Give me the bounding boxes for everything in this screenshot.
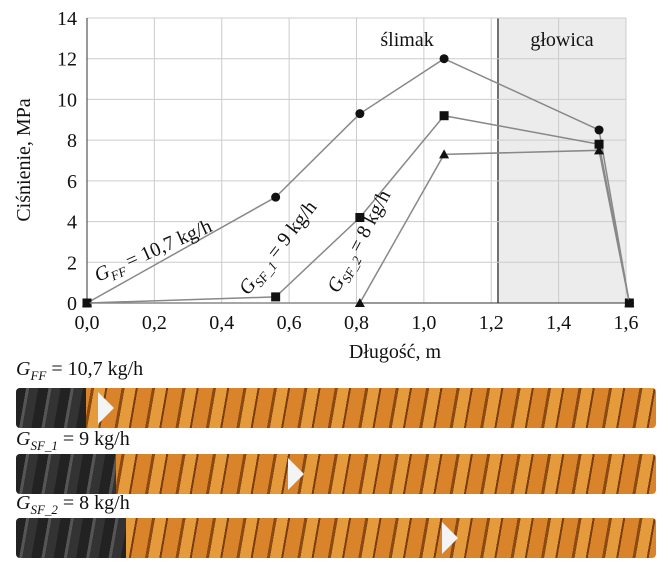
caption-subscript: SF_2 [30, 502, 58, 517]
region-label: ślimak [380, 29, 433, 51]
series-subscript: SF_1 [251, 259, 280, 290]
marker [624, 298, 635, 307]
marker [439, 111, 449, 121]
caption-text: = 9 kg/h [62, 428, 130, 450]
marker [82, 298, 92, 307]
caption-symbol: G [16, 492, 31, 514]
y-tick-label: 6 [67, 171, 77, 193]
marker [439, 149, 450, 159]
photo [16, 454, 656, 494]
marker [355, 109, 365, 119]
caption-symbol: G [16, 428, 31, 450]
y-tick-label: 8 [67, 130, 77, 152]
series-subscript: FF [107, 263, 129, 284]
x-tick-label: 0,2 [142, 312, 167, 334]
series-name: = 10,7 kg/h [122, 215, 215, 272]
marker [594, 125, 604, 135]
y-tick-label: 4 [67, 212, 77, 234]
y-tick-label: 2 [67, 252, 77, 274]
marker [354, 298, 365, 307]
y-tick-label: 10 [57, 89, 77, 111]
y-tick-label: 0 [67, 293, 77, 315]
chart: Długość, m Ciśnienie, MPa 0 2 4 6 8 10 12 14 0,0… [13, 8, 639, 363]
marker [355, 213, 365, 222]
marker [271, 192, 281, 202]
x-tick-label: 0,8 [344, 312, 369, 334]
marker [594, 145, 605, 155]
series-line [86, 57, 631, 304]
series-label: GFF= 10,7 kg/h [91, 215, 216, 289]
x-tick-label: 1,0 [411, 312, 436, 334]
x-tick-label: 1,4 [546, 312, 571, 334]
caption-subscript: FF [30, 368, 47, 383]
caption-text: = 10,7 kg/h [51, 358, 144, 380]
x-axis-label: Długość, m [349, 341, 442, 363]
marker [439, 54, 449, 64]
shaded-region [497, 18, 626, 303]
x-tick-label: 0,4 [209, 312, 234, 334]
series-line [86, 114, 631, 304]
photo-caption: GSF_2 = 8 kg/h [16, 492, 130, 518]
caption-text: = 8 kg/h [62, 492, 130, 514]
x-tick-label: 0,6 [277, 312, 302, 334]
marker [271, 292, 281, 302]
caption-symbol: G [16, 358, 31, 380]
photo-caption: GFF = 10,7 kg/h [16, 358, 143, 384]
x-tick-label: 1,2 [479, 312, 504, 334]
y-axis-label: Ciśnienie, MPa [13, 98, 35, 221]
photo [16, 388, 656, 428]
series-name: = 9 kg/h [263, 197, 321, 263]
y-tick-label: 14 [57, 8, 77, 30]
series-subscript: SF_2 [339, 253, 365, 285]
region-label: głowica [530, 29, 593, 51]
y-tick-label: 12 [57, 49, 77, 71]
marker [594, 139, 604, 149]
caption-subscript: SF_1 [30, 438, 58, 453]
x-tick-label: 0,0 [75, 312, 100, 334]
photo-caption: GSF_1 = 9 kg/h [16, 428, 130, 454]
photo [16, 518, 656, 558]
x-tick-label: 1,6 [614, 312, 639, 334]
